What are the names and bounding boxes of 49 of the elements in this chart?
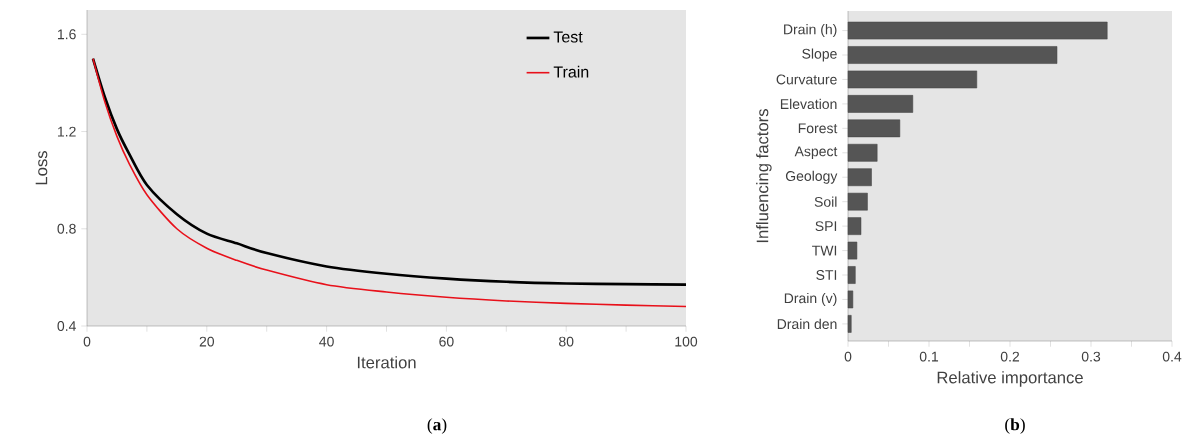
bar xyxy=(847,95,914,113)
bar xyxy=(847,168,872,187)
y-tick-label: TWI xyxy=(812,245,837,256)
y-axis-title: Loss xyxy=(35,151,48,185)
y-tick-label: Slope xyxy=(802,48,837,62)
bar xyxy=(847,21,1108,40)
bar xyxy=(847,143,878,162)
y-tick-label: Geology xyxy=(785,170,838,184)
x-tick-label: 0 xyxy=(844,351,852,362)
y-tick-label: Elevation xyxy=(780,98,837,110)
bar xyxy=(847,217,862,235)
x-tick-label: 0.3 xyxy=(1081,351,1101,362)
x-tick-label: 20 xyxy=(199,336,215,347)
x-tick-label: 0.1 xyxy=(919,351,939,362)
y-tick-label: Drain (v) xyxy=(784,292,837,306)
x-tick-label: 0 xyxy=(83,336,91,347)
text: (a) xyxy=(427,418,447,434)
y-tick-label: Soil xyxy=(814,196,837,207)
x-tick-label: 0.4 xyxy=(1162,351,1182,362)
y-tick-label: 0.4 xyxy=(57,321,76,331)
x-tick-label: 40 xyxy=(319,336,334,347)
y-tick-label: Forest xyxy=(798,123,838,134)
bar xyxy=(847,119,901,138)
legend-label: Train xyxy=(553,65,589,78)
y-tick-label: STI xyxy=(816,270,837,280)
bar xyxy=(847,70,978,89)
bar xyxy=(847,315,852,333)
y-tick-label: Curvature xyxy=(776,74,837,85)
y-axis-title: Influencing factors xyxy=(756,109,772,243)
x-tick-label: 0.2 xyxy=(1000,351,1020,362)
y-tick-label: Drain den xyxy=(777,318,837,330)
y-tick-label: SPI xyxy=(815,221,837,232)
bar xyxy=(847,192,868,211)
y-tick-label: Drain (h) xyxy=(784,24,837,38)
x-axis-title: Iteration xyxy=(357,356,416,369)
y-tick-label: 0.8 xyxy=(57,223,76,234)
bar xyxy=(847,266,856,284)
bar xyxy=(847,241,858,260)
y-tick-label: 1.2 xyxy=(57,126,76,137)
x-tick-label: 80 xyxy=(559,336,574,347)
bar xyxy=(847,46,1058,64)
legend-label: Test xyxy=(553,31,583,43)
x-axis-title: Relative importance xyxy=(937,371,1083,387)
x-tick-label: 100 xyxy=(675,336,698,347)
y-tick-label: Aspect xyxy=(794,146,838,160)
y-tick-label: 1.6 xyxy=(57,29,76,40)
bar xyxy=(847,290,854,309)
text: (b) xyxy=(1005,418,1025,434)
x-tick-label: 60 xyxy=(439,336,454,347)
